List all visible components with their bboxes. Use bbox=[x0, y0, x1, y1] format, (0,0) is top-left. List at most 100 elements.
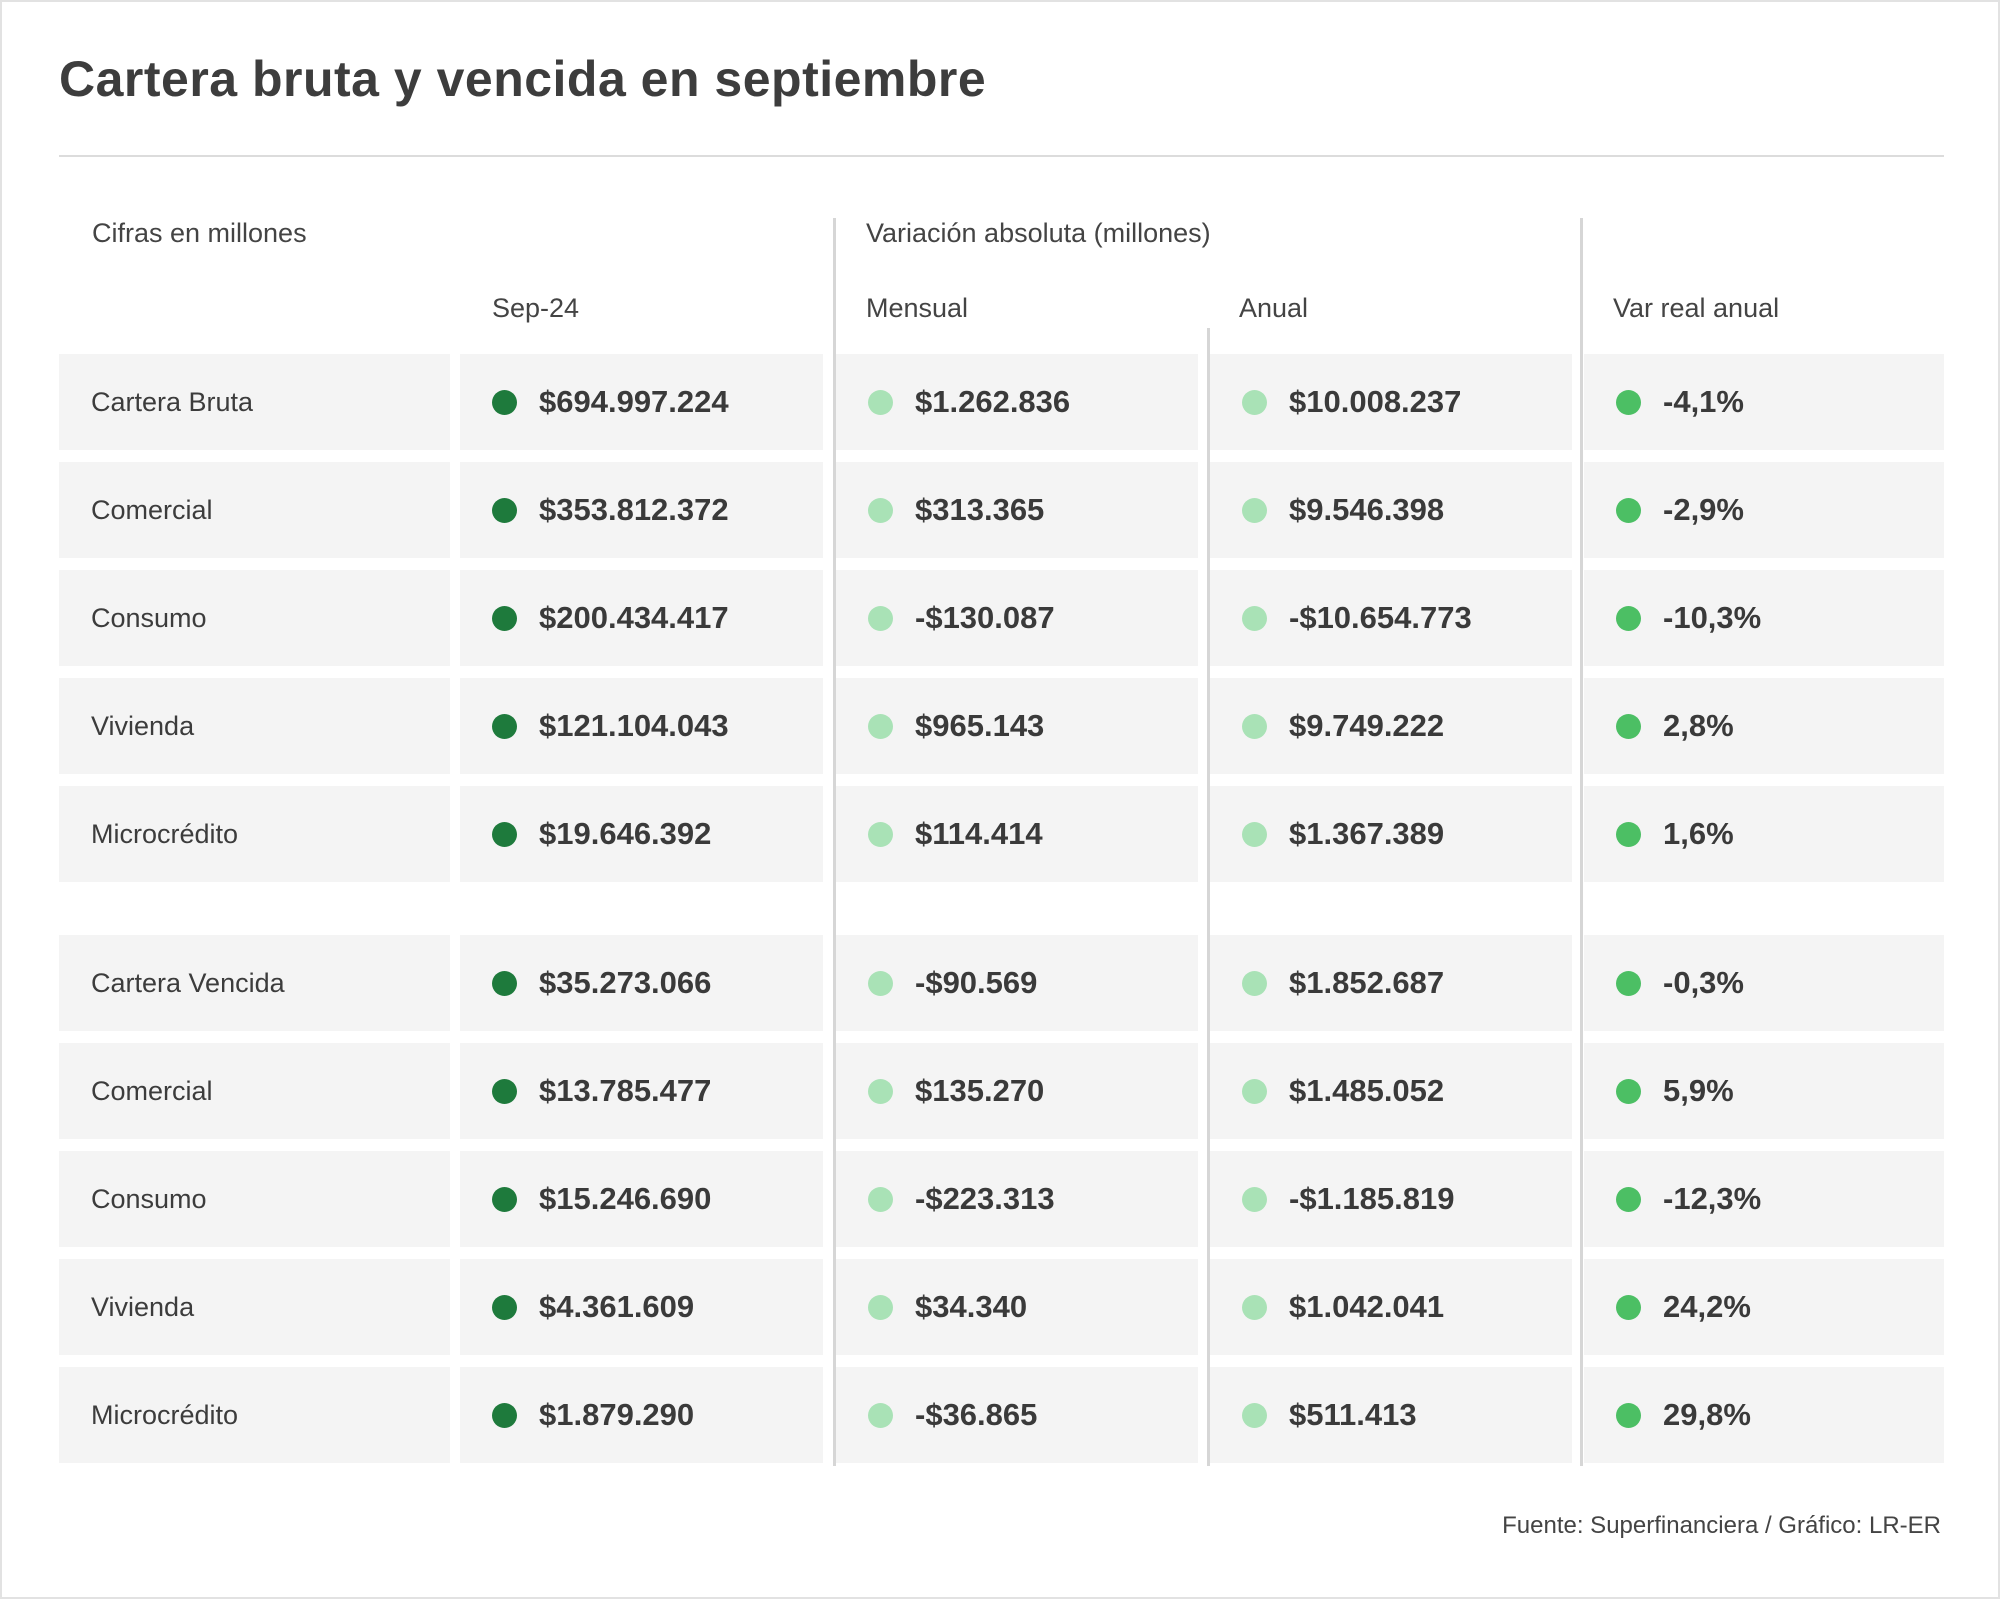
status-dot-icon bbox=[1242, 821, 1267, 847]
cell-value: $313.365 bbox=[915, 492, 1045, 527]
status-dot-icon bbox=[492, 1294, 517, 1320]
status-dot-icon bbox=[868, 1078, 893, 1104]
header-var-real: Var real anual bbox=[1613, 293, 1780, 323]
status-dot-icon bbox=[868, 497, 893, 523]
status-dot-icon bbox=[868, 970, 893, 996]
cell-value: -$36.865 bbox=[915, 1397, 1038, 1432]
status-dot-icon bbox=[1616, 1186, 1641, 1212]
cell-value: -10,3% bbox=[1663, 600, 1762, 635]
cell-mensual: -$130.087 bbox=[836, 570, 1198, 666]
cell-value: -$1.185.819 bbox=[1289, 1181, 1455, 1216]
cell-value: 1,6% bbox=[1663, 816, 1734, 851]
row-label: Vivienda bbox=[59, 1259, 450, 1355]
cell-value: $965.143 bbox=[915, 708, 1045, 743]
cell-mensual: $34.340 bbox=[836, 1259, 1198, 1355]
status-dot-icon bbox=[1616, 1402, 1641, 1428]
cell-mensual: $965.143 bbox=[836, 678, 1198, 774]
cell-sep24: $15.246.690 bbox=[460, 1151, 823, 1247]
status-dot-icon bbox=[868, 1402, 893, 1428]
cell-sep24: $353.812.372 bbox=[460, 462, 823, 558]
cell-mensual: -$36.865 bbox=[836, 1367, 1198, 1463]
cell-var-real: -4,1% bbox=[1584, 354, 1944, 450]
status-dot-icon bbox=[492, 1078, 517, 1104]
cell-mensual: -$90.569 bbox=[836, 935, 1198, 1031]
cell-anual: $1.042.041 bbox=[1210, 1259, 1572, 1355]
status-dot-icon bbox=[1242, 970, 1267, 996]
status-dot-icon bbox=[492, 497, 517, 523]
cell-value: $1.852.687 bbox=[1289, 965, 1445, 1000]
cell-sep24: $19.646.392 bbox=[460, 786, 823, 882]
cell-sep24: $4.361.609 bbox=[460, 1259, 823, 1355]
cell-var-real: 29,8% bbox=[1584, 1367, 1944, 1463]
row-label: Cartera Bruta bbox=[59, 354, 450, 450]
cell-anual: $1.367.389 bbox=[1210, 786, 1572, 882]
status-dot-icon bbox=[492, 1186, 517, 1212]
status-dot-icon bbox=[1616, 389, 1641, 415]
row-label: Comercial bbox=[59, 1043, 450, 1139]
divider-var-real bbox=[1580, 218, 1583, 1466]
divider-anual bbox=[1207, 328, 1210, 1466]
status-dot-icon bbox=[1242, 1294, 1267, 1320]
status-dot-icon bbox=[492, 389, 517, 415]
cell-mensual: $135.270 bbox=[836, 1043, 1198, 1139]
cell-var-real: 1,6% bbox=[1584, 786, 1944, 882]
cell-anual: $10.008.237 bbox=[1210, 354, 1572, 450]
chart-title: Cartera bruta y vencida en septiembre bbox=[59, 51, 987, 107]
cell-value: $9.546.398 bbox=[1289, 492, 1445, 527]
cell-value: $19.646.392 bbox=[539, 816, 712, 851]
status-dot-icon bbox=[1242, 1402, 1267, 1428]
cell-sep24: $35.273.066 bbox=[460, 935, 823, 1031]
header-cifras: Cifras en millones bbox=[92, 218, 307, 248]
status-dot-icon bbox=[1616, 713, 1641, 739]
cell-var-real: 2,8% bbox=[1584, 678, 1944, 774]
cell-value: $13.785.477 bbox=[539, 1073, 712, 1108]
cell-var-real: -10,3% bbox=[1584, 570, 1944, 666]
cell-value: $694.997.224 bbox=[539, 384, 729, 419]
cell-sep24: $1.879.290 bbox=[460, 1367, 823, 1463]
cell-mensual: -$223.313 bbox=[836, 1151, 1198, 1247]
row-label: Consumo bbox=[59, 1151, 450, 1247]
cell-value: $511.413 bbox=[1289, 1397, 1417, 1432]
cell-anual: $1.852.687 bbox=[1210, 935, 1572, 1031]
status-dot-icon bbox=[492, 821, 517, 847]
cell-sep24: $13.785.477 bbox=[460, 1043, 823, 1139]
cell-value: $1.485.052 bbox=[1289, 1073, 1445, 1108]
cell-value: -2,9% bbox=[1663, 492, 1744, 527]
cell-anual: $511.413 bbox=[1210, 1367, 1572, 1463]
cell-value: $353.812.372 bbox=[539, 492, 729, 527]
status-dot-icon bbox=[1242, 497, 1267, 523]
cell-mensual: $1.262.836 bbox=[836, 354, 1198, 450]
header-anual: Anual bbox=[1239, 293, 1309, 323]
cell-value: -$130.087 bbox=[915, 600, 1055, 635]
cell-value: -$10.654.773 bbox=[1289, 600, 1472, 635]
cell-value: $200.434.417 bbox=[539, 600, 729, 635]
status-dot-icon bbox=[1616, 1078, 1641, 1104]
cell-anual: $1.485.052 bbox=[1210, 1043, 1572, 1139]
status-dot-icon bbox=[868, 713, 893, 739]
cell-value: $1.367.389 bbox=[1289, 816, 1445, 851]
status-dot-icon bbox=[868, 1294, 893, 1320]
cell-var-real: -12,3% bbox=[1584, 1151, 1944, 1247]
cell-var-real: -0,3% bbox=[1584, 935, 1944, 1031]
status-dot-icon bbox=[1242, 389, 1267, 415]
header-sep24: Sep-24 bbox=[492, 293, 580, 323]
cell-value: 5,9% bbox=[1663, 1073, 1734, 1108]
cell-value: 29,8% bbox=[1663, 1397, 1751, 1432]
cell-value: 24,2% bbox=[1663, 1289, 1751, 1324]
cell-value: $114.414 bbox=[915, 816, 1043, 851]
cell-mensual: $114.414 bbox=[836, 786, 1198, 882]
cell-value: $1.262.836 bbox=[915, 384, 1071, 419]
source-note: Fuente: Superfinanciera / Gráfico: LR-ER bbox=[1502, 1512, 1941, 1539]
status-dot-icon bbox=[492, 1402, 517, 1428]
cell-value: -$223.313 bbox=[915, 1181, 1055, 1216]
status-dot-icon bbox=[492, 605, 517, 631]
cell-value: -$90.569 bbox=[915, 965, 1038, 1000]
row-label: Comercial bbox=[59, 462, 450, 558]
cell-value: $10.008.237 bbox=[1289, 384, 1462, 419]
cell-anual: -$1.185.819 bbox=[1210, 1151, 1572, 1247]
cell-value: -12,3% bbox=[1663, 1181, 1762, 1216]
cell-value: $15.246.690 bbox=[539, 1181, 712, 1216]
cell-var-real: -2,9% bbox=[1584, 462, 1944, 558]
cell-anual: $9.546.398 bbox=[1210, 462, 1572, 558]
